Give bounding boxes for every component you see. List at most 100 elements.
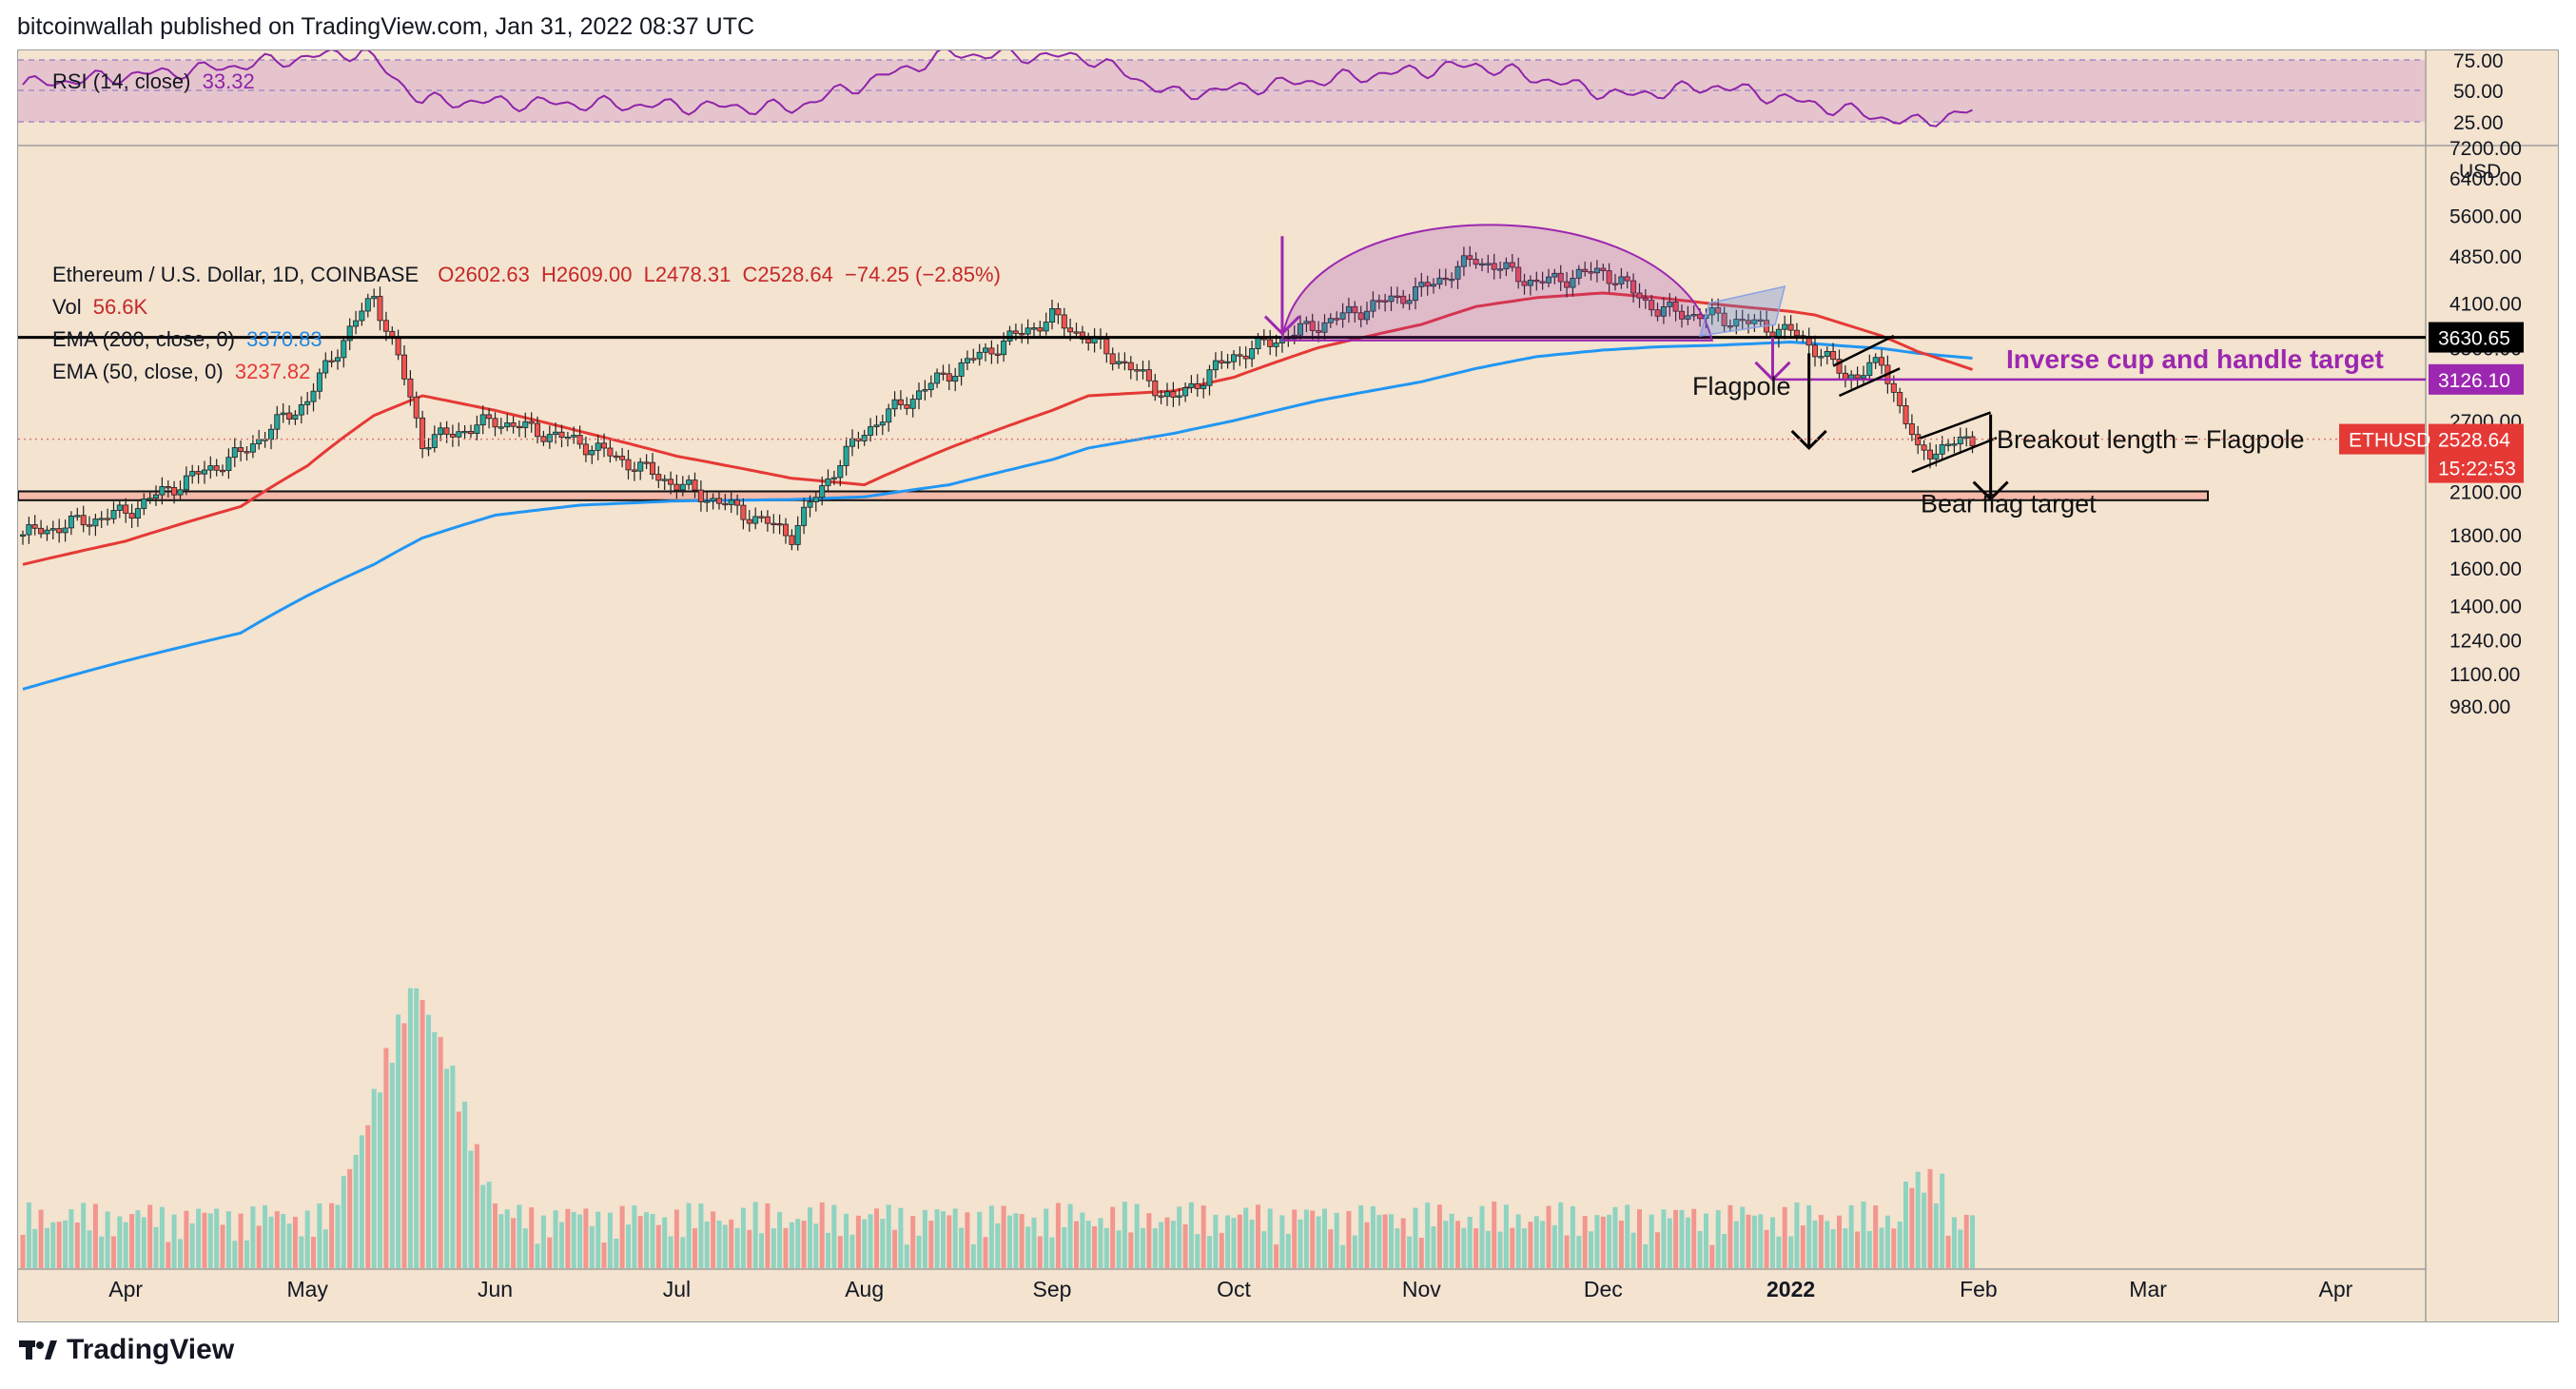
candle <box>601 433 608 458</box>
volume-bar <box>680 1237 686 1268</box>
volume-bar <box>438 1037 443 1268</box>
candle-up <box>1370 300 1376 312</box>
volume-bar <box>988 1205 994 1268</box>
volume-bar <box>1782 1206 1787 1268</box>
candle <box>904 397 910 416</box>
volume-bar <box>1098 1218 1103 1268</box>
candle <box>1424 275 1431 296</box>
candle-down <box>994 353 1001 356</box>
candle-down <box>1509 262 1515 268</box>
candle-up <box>231 447 238 459</box>
tradingview-footer[interactable]: TradingView <box>19 1334 234 1366</box>
candle <box>964 350 970 371</box>
candle-up <box>44 529 50 535</box>
chart-frame[interactable]: Inverse cup and handle target Flagpole Bre… <box>17 49 2559 1322</box>
candle <box>1303 316 1310 333</box>
candle <box>970 348 977 363</box>
volume-bar <box>32 1228 38 1268</box>
candle-up <box>92 518 99 527</box>
volume-bar <box>1673 1209 1679 1268</box>
candle-down <box>492 418 498 428</box>
symbol-badge-bg <box>2339 423 2425 455</box>
candle-up <box>1570 277 1576 288</box>
candle-down <box>328 360 335 362</box>
candle-down <box>38 527 45 535</box>
candle-down <box>1812 344 1819 358</box>
candle-down <box>1079 331 1085 340</box>
candle <box>474 415 480 440</box>
chart-canvas[interactable]: Inverse cup and handle target Flagpole Bre… <box>18 50 2558 1321</box>
candle-down <box>1152 380 1159 397</box>
ema200-label: EMA (200, close, 0) <box>52 327 235 351</box>
volume-bar <box>716 1221 722 1268</box>
candle-down <box>607 447 614 457</box>
volume-bar <box>1927 1168 1933 1268</box>
candle <box>1140 361 1146 380</box>
candle-up <box>1116 361 1122 364</box>
candle <box>1249 341 1256 367</box>
candle-down <box>1103 339 1110 355</box>
candle-up <box>110 510 117 519</box>
volume-bar <box>1691 1208 1697 1268</box>
volume-bar <box>1861 1202 1866 1268</box>
volume-bar <box>1951 1217 1957 1268</box>
candle-up <box>1413 285 1419 302</box>
candle <box>1787 315 1794 339</box>
volume-bar <box>407 988 413 1268</box>
volume-bar <box>819 1202 825 1268</box>
volume-bar <box>777 1211 783 1268</box>
time-tick-label: Sep <box>1033 1277 1072 1301</box>
volume-bar <box>1764 1229 1769 1268</box>
candle <box>1879 349 1885 375</box>
candle <box>843 437 849 476</box>
flagpole-label: Flagpole <box>1692 372 1791 401</box>
volume-bar <box>1866 1230 1872 1268</box>
volume-bar <box>1661 1209 1667 1268</box>
volume-bar <box>589 1226 595 1268</box>
candle <box>395 329 401 361</box>
candle <box>449 424 456 447</box>
candle <box>1649 294 1655 317</box>
candle <box>722 494 729 511</box>
candle-down <box>1908 423 1915 436</box>
candle <box>371 288 378 307</box>
candle <box>322 352 329 379</box>
candle <box>280 403 286 423</box>
volume-bar <box>1970 1215 1975 1268</box>
candle-up <box>26 524 32 536</box>
candle <box>1382 293 1389 312</box>
volume-bar <box>1643 1244 1649 1268</box>
candle-up <box>1200 384 1207 389</box>
candle-down <box>789 535 795 545</box>
candle <box>1206 364 1213 396</box>
candle-down <box>486 414 493 420</box>
volume-bar <box>111 1236 116 1268</box>
candle-up <box>152 494 159 499</box>
candle <box>479 405 486 435</box>
volume-bar <box>141 1217 146 1268</box>
volume-bar <box>1092 1226 1098 1268</box>
volume-bar <box>1303 1209 1309 1268</box>
volume-bar <box>1564 1235 1570 1268</box>
candle <box>1394 286 1400 304</box>
candle <box>1521 273 1528 295</box>
candle <box>62 519 68 542</box>
candle-down <box>535 422 541 438</box>
resistance-badge: 3630.65 <box>2429 322 2524 353</box>
volume-bar <box>1503 1204 1509 1268</box>
volume-bar <box>644 1212 650 1268</box>
volume-bar <box>1352 1235 1357 1268</box>
candle <box>692 472 698 499</box>
volume-bar <box>1751 1215 1757 1268</box>
volume-bar <box>214 1208 220 1268</box>
candle <box>1442 268 1449 286</box>
candle <box>1085 332 1092 351</box>
candle-up <box>1593 267 1600 274</box>
candle-down <box>1787 323 1794 331</box>
candle-down <box>1158 395 1164 398</box>
volume-bar <box>1122 1202 1127 1268</box>
candle <box>159 477 166 505</box>
volume-bar <box>1812 1220 1818 1268</box>
volume-bar <box>1533 1216 1539 1268</box>
candle <box>1200 378 1207 399</box>
